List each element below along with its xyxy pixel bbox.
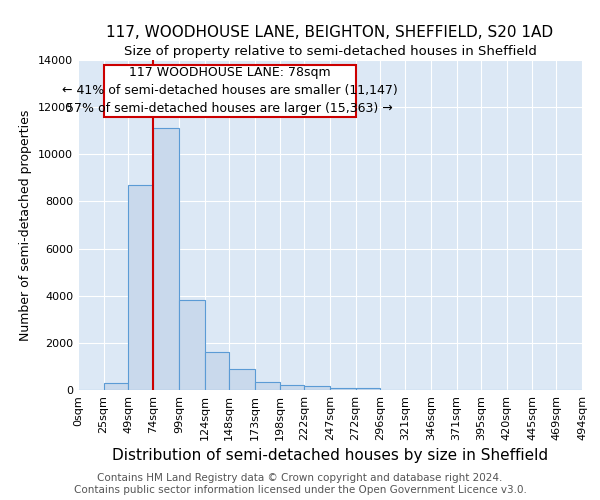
Text: Contains HM Land Registry data © Crown copyright and database right 2024.
Contai: Contains HM Land Registry data © Crown c… [74, 474, 526, 495]
Bar [280, 386, 304, 390]
Bar [330, 388, 356, 390]
Bar [229, 369, 254, 390]
Bar [104, 64, 356, 116]
Bar [154, 128, 179, 390]
Bar [128, 185, 154, 390]
Bar [254, 382, 280, 390]
X-axis label: Distribution of semi-detached houses by size in Sheffield: Distribution of semi-detached houses by … [112, 448, 548, 464]
Text: 117, WOODHOUSE LANE, BEIGHTON, SHEFFIELD, S20 1AD: 117, WOODHOUSE LANE, BEIGHTON, SHEFFIELD… [106, 25, 554, 40]
Bar [179, 300, 205, 390]
Text: Size of property relative to semi-detached houses in Sheffield: Size of property relative to semi-detach… [124, 45, 536, 58]
Bar [356, 388, 380, 390]
Y-axis label: Number of semi-detached properties: Number of semi-detached properties [19, 110, 32, 340]
Bar [104, 383, 128, 390]
Bar [304, 386, 330, 390]
Bar [205, 352, 229, 390]
Text: 117 WOODHOUSE LANE: 78sqm
← 41% of semi-detached houses are smaller (11,147)
57%: 117 WOODHOUSE LANE: 78sqm ← 41% of semi-… [62, 66, 397, 115]
